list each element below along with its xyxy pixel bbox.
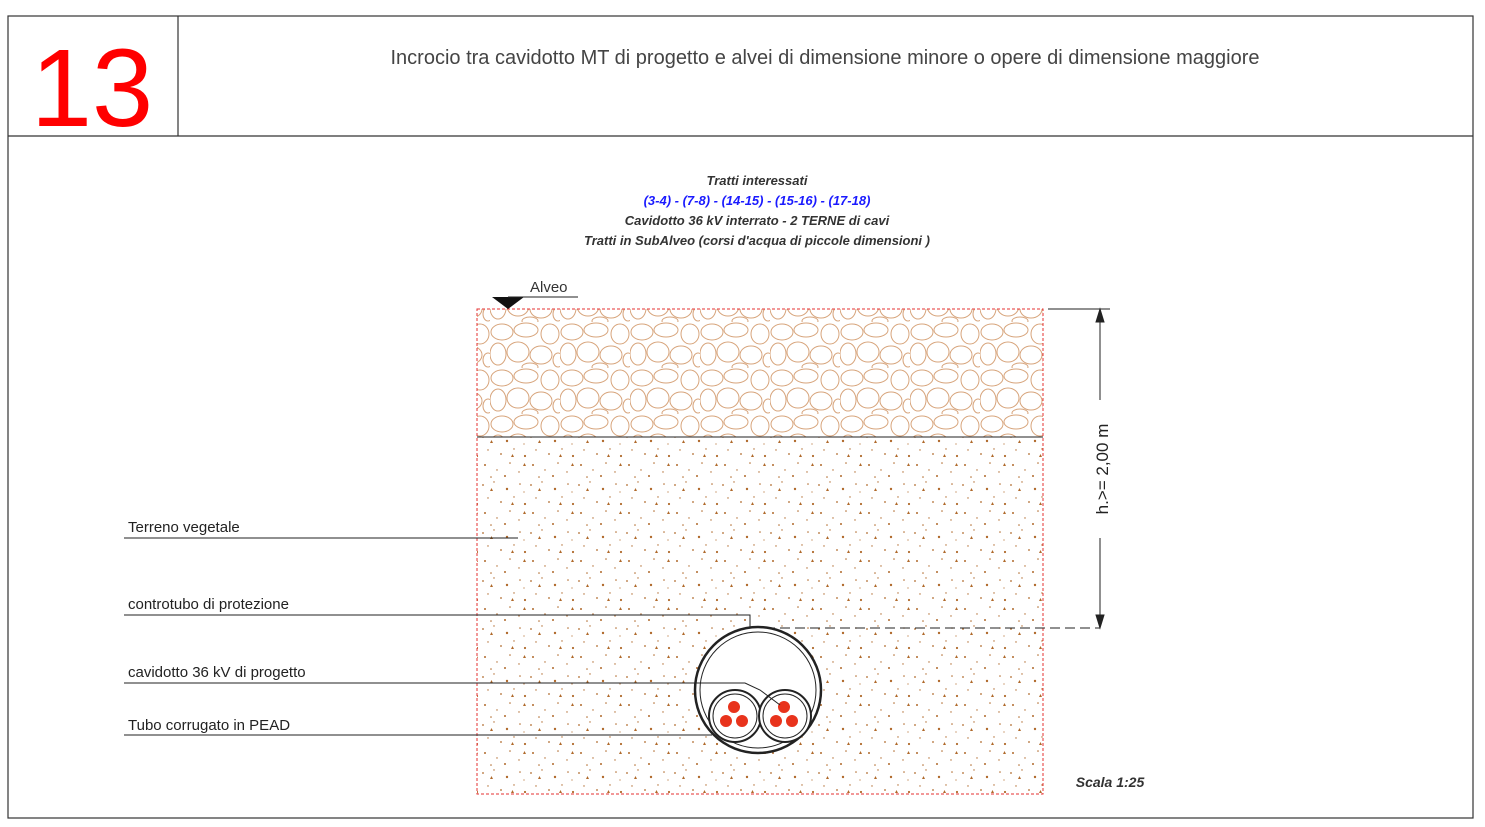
frame: [7, 15, 1474, 819]
dimension-gap: [1090, 400, 1110, 538]
surface-label: Alveo: [530, 279, 568, 296]
callout: Terreno vegetale: [128, 519, 240, 536]
leaders: [124, 537, 781, 736]
stone-layer: [477, 309, 1043, 437]
notes-line: Cavidotto 36 kV interrato - 2 TERNE di c…: [625, 213, 890, 228]
notes-heading: Tratti interessati: [707, 173, 808, 188]
sheet-number: 13: [31, 27, 153, 150]
notes-line: Tratti in SubAlveo (corsi d'acqua di pic…: [584, 233, 930, 248]
sheet-title: Incrocio tra cavidotto MT di progetto e …: [391, 47, 1260, 69]
callout: Tubo corrugato in PEAD: [128, 717, 290, 734]
scale: Scala 1:25: [1076, 774, 1145, 790]
notes-segments: (3-4) - (7-8) - (14-15) - (15-16) - (17-…: [644, 193, 871, 208]
section-border: [476, 308, 1044, 795]
water-level: [492, 297, 524, 309]
callout: controtubo di protezione: [128, 596, 289, 613]
callout: cavidotto 36 kV di progetto: [128, 664, 306, 681]
dimension-label: h.>= 2,00 m: [1093, 424, 1112, 515]
conduit: [693, 625, 823, 755]
